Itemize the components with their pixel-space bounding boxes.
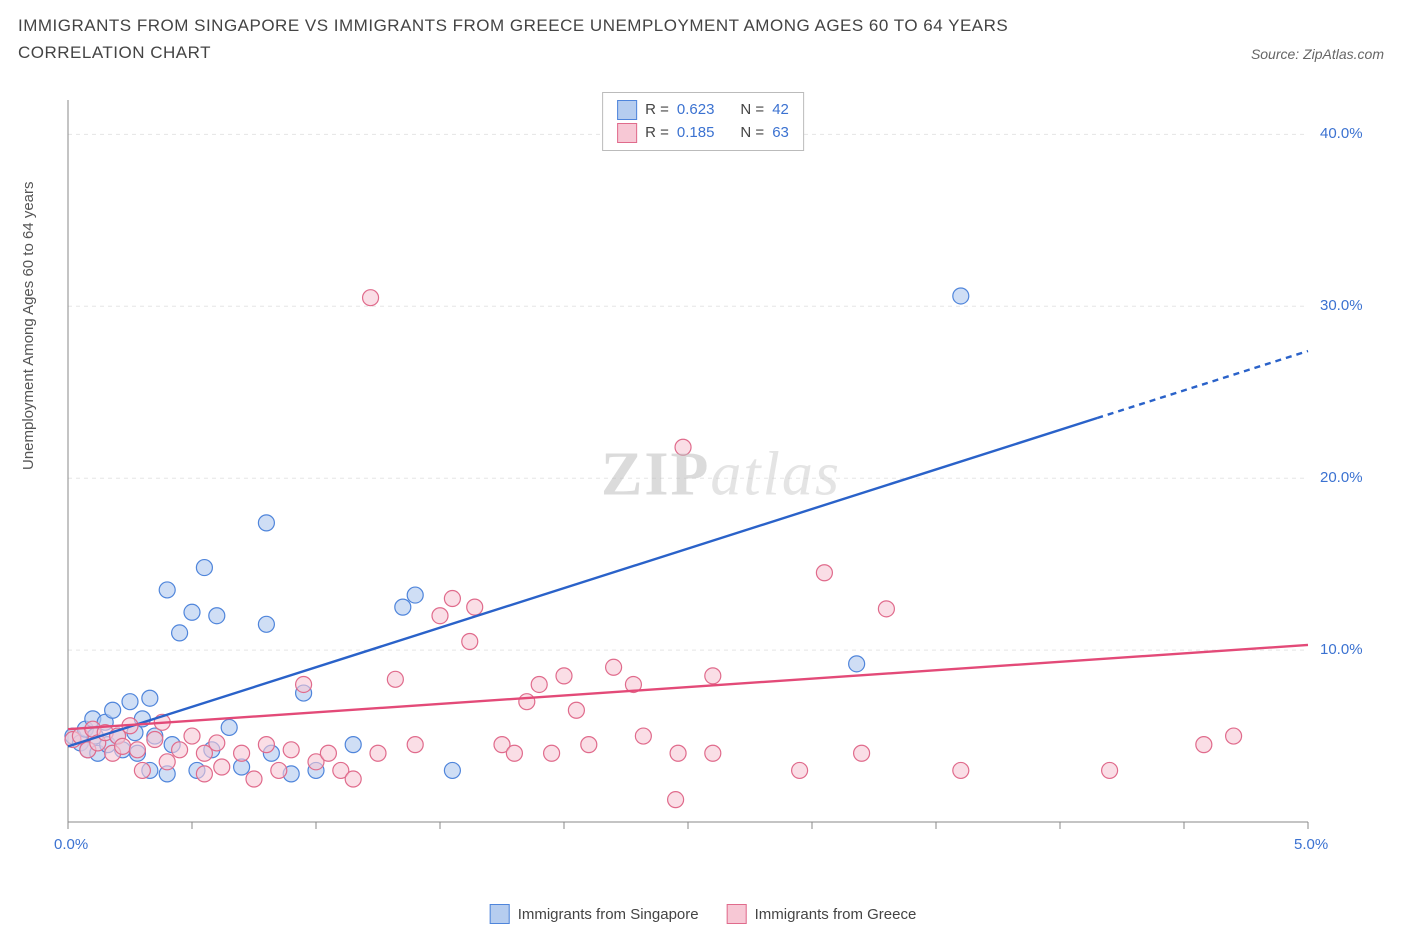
- n-label: N =: [740, 122, 764, 145]
- legend-swatch: [617, 100, 637, 120]
- source-label: Source: ZipAtlas.com: [1251, 46, 1384, 62]
- legend-stats-row: R = 0.185 N = 63: [617, 122, 789, 145]
- scatter-chart: [64, 90, 1378, 860]
- y-tick-label: 20.0%: [1320, 469, 1363, 486]
- n-value: 63: [772, 122, 789, 145]
- legend-swatch: [617, 123, 637, 143]
- x-tick-label: 5.0%: [1294, 836, 1328, 853]
- y-tick-label: 30.0%: [1320, 297, 1363, 314]
- legend-swatch: [727, 904, 747, 924]
- legend-item: Immigrants from Greece: [727, 904, 917, 924]
- r-label: R =: [645, 122, 669, 145]
- n-value: 42: [772, 99, 789, 122]
- y-tick-label: 10.0%: [1320, 641, 1363, 658]
- y-tick-label: 40.0%: [1320, 125, 1363, 142]
- r-label: R =: [645, 99, 669, 122]
- y-axis-label: Unemployment Among Ages 60 to 64 years: [20, 181, 37, 470]
- n-label: N =: [740, 99, 764, 122]
- legend-label: Immigrants from Greece: [755, 906, 917, 923]
- legend-stats: R = 0.623 N = 42 R = 0.185 N = 63: [602, 92, 804, 151]
- legend-item: Immigrants from Singapore: [490, 904, 699, 924]
- chart-area: ZIPatlas: [64, 90, 1378, 860]
- chart-title: IMMIGRANTS FROM SINGAPORE VS IMMIGRANTS …: [18, 12, 1118, 66]
- legend-series: Immigrants from Singapore Immigrants from…: [490, 904, 917, 924]
- legend-stats-row: R = 0.623 N = 42: [617, 99, 789, 122]
- legend-swatch: [490, 904, 510, 924]
- legend-label: Immigrants from Singapore: [518, 906, 699, 923]
- x-tick-label: 0.0%: [54, 836, 88, 853]
- r-value: 0.623: [677, 99, 715, 122]
- r-value: 0.185: [677, 122, 715, 145]
